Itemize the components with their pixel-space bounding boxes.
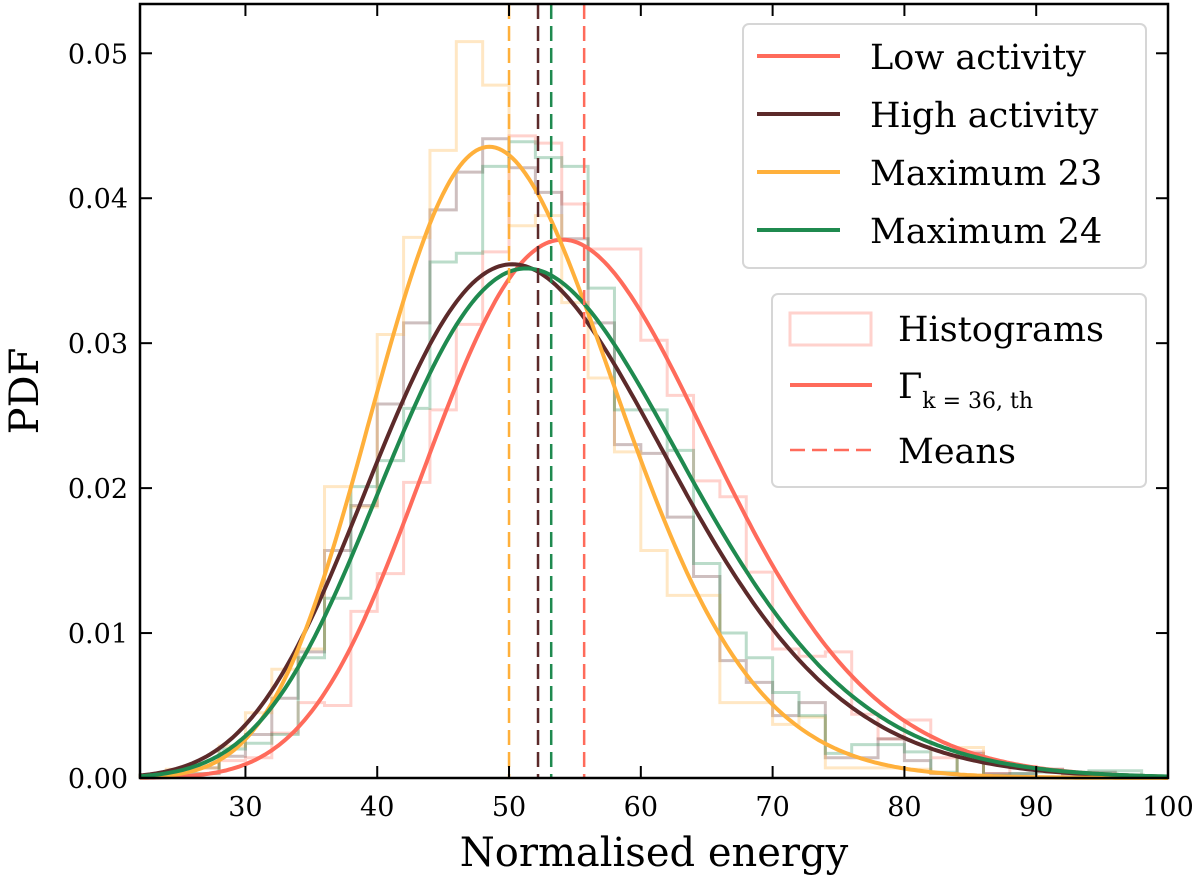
x-tick-label: 30 — [228, 792, 262, 823]
x-tick-label: 50 — [492, 792, 526, 823]
y-tick-label: 0.04 — [68, 184, 128, 215]
legend-series: Low activity High activity Maximum 23 Ma… — [742, 23, 1147, 269]
x-tick-label: 90 — [1019, 792, 1053, 823]
legend-label-maximum-24: Maximum 24 — [870, 212, 1102, 252]
legend-label-low-activity: Low activity — [870, 38, 1086, 78]
x-tick-label: 70 — [755, 792, 789, 823]
axis-ticks: 30 40 50 60 70 80 90 100 0.00 0.01 0.02 0.03 0.04 0.0… — [68, 4, 1194, 823]
x-tick-label: 80 — [887, 792, 921, 823]
legend-label-maximum-23: Maximum 23 — [870, 154, 1102, 194]
x-axis-label: Normalised energy — [460, 830, 849, 876]
legend-styles-box — [771, 293, 1147, 488]
y-tick-label: 0.05 — [68, 39, 128, 70]
legend-series-box — [742, 23, 1147, 269]
gamma-curve-maximum-23 — [139, 144, 1168, 780]
legend-label-gamma-main: Γ — [898, 367, 922, 407]
legend-label-histograms: Histograms — [898, 310, 1104, 350]
legend-label-gamma-sub: k = 36, th — [922, 389, 1033, 414]
legend-swatch-histograms — [788, 311, 873, 347]
x-tick-label: 60 — [624, 792, 658, 823]
gamma-curves — [139, 144, 1169, 780]
legend-styles: Histograms Γk = 36, th Means — [771, 293, 1147, 488]
plot-frame — [138, 2, 1170, 780]
legend-label-gamma: Γk = 36, th — [898, 367, 1033, 414]
x-tick-label: 100 — [1142, 792, 1194, 823]
legend-label-high-activity: High activity — [870, 96, 1099, 136]
y-tick-label: 0.00 — [68, 764, 128, 795]
mean-lines — [507, 4, 586, 778]
gamma-curve-maximum-24 — [139, 266, 1169, 779]
y-tick-label: 0.03 — [68, 329, 128, 360]
legend-label-means: Means — [898, 432, 1016, 472]
y-axis-label: PDF — [2, 348, 48, 435]
x-tick-label: 40 — [360, 792, 394, 823]
y-tick-label: 0.02 — [68, 474, 128, 505]
y-tick-label: 0.01 — [68, 619, 128, 650]
